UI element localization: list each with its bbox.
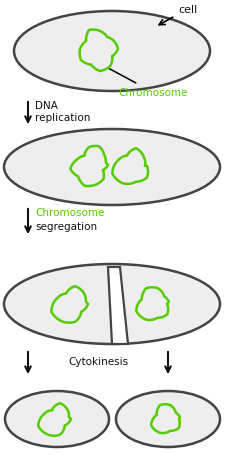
Ellipse shape bbox=[4, 130, 220, 206]
Ellipse shape bbox=[5, 391, 109, 447]
Polygon shape bbox=[80, 30, 118, 72]
Polygon shape bbox=[151, 404, 180, 433]
Polygon shape bbox=[136, 288, 169, 320]
Polygon shape bbox=[108, 268, 128, 344]
Ellipse shape bbox=[14, 12, 210, 92]
Ellipse shape bbox=[4, 264, 220, 344]
Polygon shape bbox=[70, 146, 108, 187]
Text: cell: cell bbox=[159, 5, 197, 26]
Polygon shape bbox=[51, 287, 88, 323]
Ellipse shape bbox=[116, 391, 220, 447]
Text: Chromosome: Chromosome bbox=[35, 207, 104, 218]
Text: Cytokinesis: Cytokinesis bbox=[68, 356, 128, 366]
Polygon shape bbox=[112, 149, 148, 185]
Polygon shape bbox=[38, 403, 71, 436]
Text: segregation: segregation bbox=[35, 222, 97, 231]
Text: Chromosome: Chromosome bbox=[101, 65, 187, 98]
Text: DNA
replication: DNA replication bbox=[35, 101, 90, 123]
